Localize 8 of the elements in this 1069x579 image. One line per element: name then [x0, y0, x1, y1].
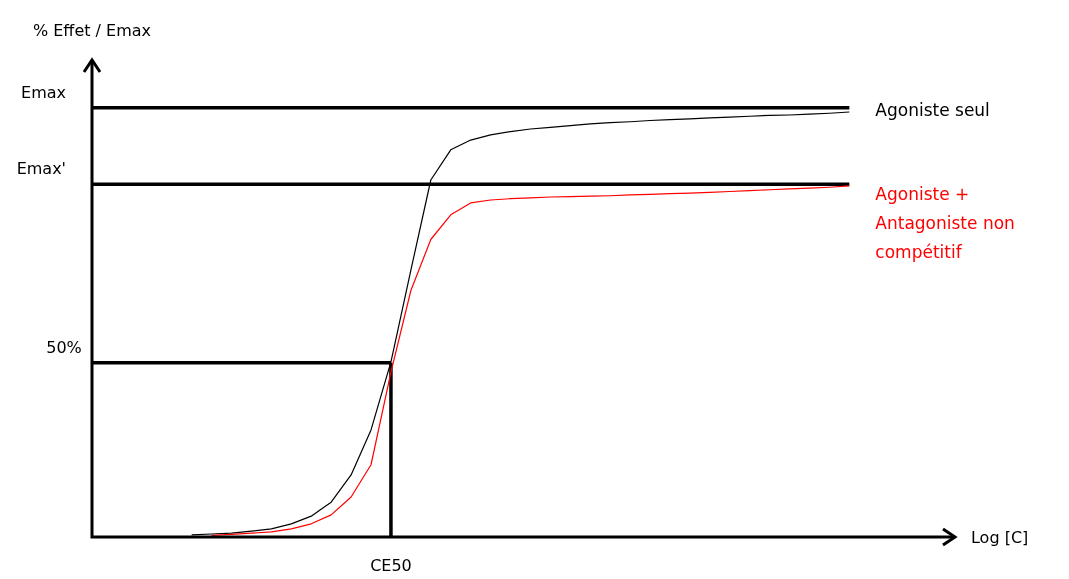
ref-line-label: Emax — [21, 82, 66, 102]
text: CE50 — [370, 556, 412, 575]
series-label: Agoniste seul — [875, 100, 990, 120]
ref-line-label: Emax' — [16, 159, 66, 179]
y-axis-title: % Effet / Emax — [32, 21, 152, 40]
x-axis-title: Log [C] — [970, 528, 1029, 547]
text: 50% — [46, 337, 82, 357]
series-label: Agoniste + Antagoniste non compétitif — [875, 183, 1015, 262]
